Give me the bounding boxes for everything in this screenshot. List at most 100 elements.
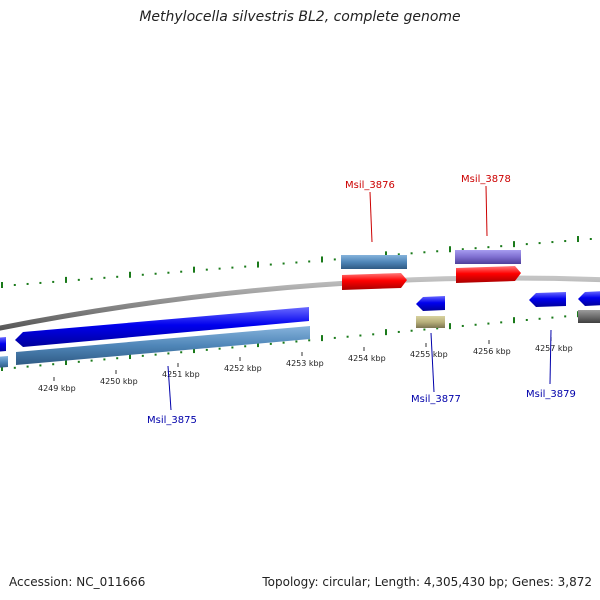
gc-tick-minor — [500, 245, 503, 248]
gc-tick-major — [257, 261, 259, 268]
gc-tick-minor — [423, 251, 426, 254]
label-leader — [549, 329, 552, 385]
gc-tick-minor — [231, 346, 234, 349]
rna-feature[interactable] — [455, 250, 521, 264]
cds-plus-arrow[interactable] — [342, 273, 407, 290]
gene-feature[interactable] — [16, 326, 310, 365]
gc-tick-minor — [154, 353, 157, 356]
gc-tick-major — [129, 353, 131, 360]
gc-tick-minor — [90, 359, 93, 362]
gene-label-msil-3876[interactable]: Msil_3876 — [345, 180, 395, 191]
gc-tick-minor — [282, 262, 285, 265]
gene-feature[interactable] — [341, 255, 407, 269]
gc-tick-minor — [461, 324, 464, 327]
scale-tick-label: 4252 kbp — [224, 364, 262, 373]
gc-tick-minor — [244, 265, 247, 268]
gc-tick-minor — [90, 277, 93, 280]
gc-tick-major — [385, 329, 387, 336]
genome-stats-text: Topology: circular; Length: 4,305,430 bp… — [262, 575, 592, 589]
minus-strand-features — [0, 291, 600, 368]
gc-tick-minor — [167, 352, 170, 355]
gc-tick-minor — [141, 273, 144, 276]
gc-tick-minor — [333, 258, 336, 261]
cds-plus-arrow[interactable] — [456, 266, 521, 283]
gc-tick-minor — [308, 260, 311, 263]
gc-tick-major — [65, 359, 67, 366]
gc-tick-minor — [205, 268, 208, 271]
gene-feature-partial[interactable] — [0, 356, 8, 368]
gc-tick-minor — [13, 366, 16, 369]
scale-tick-label: 4256 kbp — [473, 347, 511, 356]
gc-tick-major — [513, 241, 515, 248]
cds-minus-arrow-partial[interactable] — [0, 337, 6, 352]
gc-tick-minor — [116, 357, 119, 360]
gc-tick-minor — [436, 327, 439, 330]
accession-text: Accession: NC_011666 — [9, 575, 146, 589]
scale-tick-label: 4257 kbp — [535, 344, 573, 353]
gc-tick-minor — [461, 248, 464, 251]
gc-tick-minor — [474, 247, 477, 250]
gc-tick-minor — [525, 318, 528, 321]
gc-tick-minor — [551, 316, 554, 319]
misc-feature-partial[interactable] — [578, 310, 600, 323]
map-title: Methylocella silvestris BL2, complete ge… — [139, 9, 461, 25]
pseudogene-feature[interactable] — [416, 316, 445, 328]
gc-tick-minor — [372, 333, 375, 336]
gc-tick-minor — [231, 266, 234, 269]
gc-tick-major — [1, 282, 3, 288]
scale-tick-label: 4251 kbp — [162, 370, 200, 379]
gc-tick-minor — [346, 335, 349, 338]
gc-tick-minor — [538, 317, 541, 320]
cds-minus-arrow-partial[interactable] — [578, 291, 600, 306]
gc-tick-minor — [397, 330, 400, 333]
cds-minus-arrow[interactable] — [15, 307, 309, 347]
gc-tick-minor — [333, 336, 336, 339]
gc-tick-minor — [487, 246, 490, 249]
gene-label-msil-3875[interactable]: Msil_3875 — [147, 415, 197, 426]
gc-tick-minor — [154, 272, 157, 275]
gc-tick-minor — [269, 342, 272, 345]
gene-label-msil-3879[interactable]: Msil_3879 — [526, 389, 576, 400]
gc-tick-minor — [474, 323, 477, 326]
gc-tick-minor — [551, 241, 554, 244]
gc-tick-minor — [218, 267, 221, 270]
scale-ticks: 4249 kbp 4250 kbp 4251 kbp 4252 kbp 4253 kbp… — [38, 337, 573, 393]
gc-tick-major — [385, 251, 387, 258]
scale-tick-label: 4250 kbp — [100, 377, 138, 386]
gc-tick-minor — [423, 328, 426, 331]
gc-tick-minor — [77, 360, 80, 363]
gc-tick-major — [577, 236, 579, 243]
gc-tick-minor — [52, 363, 55, 366]
gc-tick-minor — [295, 340, 298, 343]
gc-tick-minor — [77, 278, 80, 281]
gc-tick-major — [1, 365, 3, 371]
gene-label-msil-3878[interactable]: Msil_3878 — [461, 174, 511, 185]
label-leader — [167, 365, 172, 411]
cds-minus-arrow[interactable] — [416, 296, 445, 311]
gc-tick-minor — [589, 238, 592, 240]
gc-tick-minor — [500, 321, 503, 324]
label-leader — [369, 191, 373, 243]
scale-tick-label: 4254 kbp — [348, 354, 386, 363]
gc-tick-minor — [26, 365, 29, 368]
gc-tick-minor — [410, 329, 413, 332]
gc-tick-minor — [180, 351, 183, 354]
gc-tick-minor — [269, 263, 272, 266]
scale-tick-label: 4255 kbp — [410, 350, 448, 359]
genome-backbone — [0, 275, 600, 331]
gc-tick-minor — [13, 283, 16, 286]
gc-tick-minor — [564, 315, 567, 318]
label-leader — [430, 332, 435, 393]
gc-tick-major — [321, 335, 323, 342]
gc-tick-minor — [410, 252, 413, 255]
gc-tick-minor — [308, 339, 311, 342]
gene-label-msil-3877[interactable]: Msil_3877 — [411, 394, 461, 405]
gene-labels: Msil_3875 Msil_3876 Msil_3877 Msil_3878 … — [147, 174, 576, 426]
gc-tick-minor — [52, 280, 55, 283]
gc-tick-major — [129, 271, 131, 278]
gc-tick-minor — [359, 334, 362, 337]
gc-tick-minor — [487, 322, 490, 325]
gc-tick-minor — [167, 271, 170, 274]
cds-minus-arrow[interactable] — [529, 292, 566, 307]
